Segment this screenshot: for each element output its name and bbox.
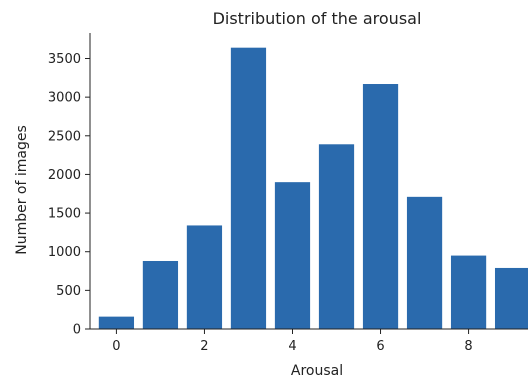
x-tick-label: 0 (112, 339, 120, 354)
y-tick-label: 2000 (48, 168, 81, 183)
x-ticks-group: 0 2 4 6 8 (112, 329, 473, 354)
bar-9 (494, 267, 528, 329)
bars-group (98, 47, 528, 330)
bar-6 (362, 84, 399, 329)
x-tick-label: 2 (200, 339, 208, 354)
y-axis-title: Number of images (14, 125, 30, 255)
axes-group (89, 33, 528, 330)
x-tick-label: 8 (464, 339, 472, 354)
y-tick-label: 500 (56, 284, 81, 299)
bar-8 (450, 255, 487, 329)
y-tick-label: 2500 (48, 129, 81, 144)
y-ticks-group: 0 500 1000 1500 2000 2500 3000 3500 (48, 52, 90, 338)
y-tick-label: 0 (73, 323, 81, 338)
bar-4 (274, 182, 311, 329)
bar-0 (98, 316, 135, 329)
bar-3 (230, 47, 267, 330)
x-tick-label: 6 (376, 339, 384, 354)
y-tick-label: 3000 (48, 91, 81, 106)
bar-5 (318, 144, 355, 329)
x-axis-title: Arousal (291, 363, 343, 379)
y-tick-label: 1000 (48, 245, 81, 260)
bar-2 (186, 225, 223, 329)
bar-1 (142, 260, 179, 329)
x-tick-label: 4 (288, 339, 296, 354)
bar-7 (406, 196, 443, 329)
y-tick-label: 1500 (48, 207, 81, 222)
y-tick-label: 3500 (48, 52, 81, 67)
chart-title: Distribution of the arousal (213, 9, 422, 28)
